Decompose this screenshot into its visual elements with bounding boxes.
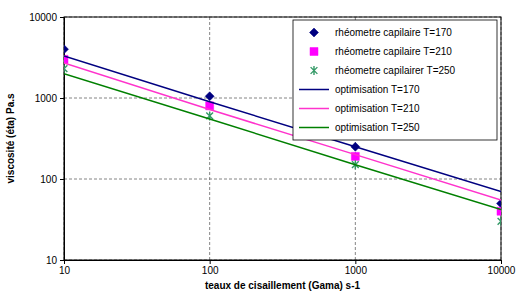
plot-background [64, 17, 501, 260]
legend-label: rhéometre capilaire T=210 [335, 46, 452, 57]
legend-swatch [299, 108, 329, 110]
y-axis: 10 100 1000 10000 [29, 12, 64, 266]
tick-label: 10000 [488, 265, 516, 276]
y-axis-title: viscosité (éta) Pa.s [5, 93, 16, 183]
tick: 10 [59, 260, 71, 276]
legend-swatch [311, 66, 318, 75]
tick-label: 10 [46, 255, 58, 266]
tick-label: 100 [202, 265, 219, 276]
tick: 1000 [345, 260, 368, 276]
series-marker [205, 92, 214, 101]
tick: 10000 [29, 12, 64, 23]
legend-swatch [310, 48, 318, 56]
tick-mark [60, 260, 64, 261]
x-axis-title: teaux de cisaillement (Gama) s-1 [205, 280, 361, 291]
axis-line [65, 261, 502, 265]
tick-mark [210, 260, 211, 264]
legend-label: optimisation T=210 [335, 103, 420, 114]
tick-mark [355, 260, 356, 264]
grid [64, 17, 501, 260]
tick-mark [501, 260, 502, 264]
x-axis: 10 100 1000 10000 [59, 260, 516, 276]
legend-swatch [310, 28, 319, 37]
tick-label: 100 [40, 174, 57, 185]
chart: 10 100 1000 10000 10 100 1000 10000 teaux de cis… [0, 0, 519, 295]
tick-mark [60, 98, 64, 99]
plot-frame [64, 17, 501, 260]
tick-label: 10 [59, 265, 71, 276]
legend-swatch [299, 89, 329, 91]
plot: 10 100 1000 10000 10 100 1000 10000 [29, 12, 516, 276]
series-marker [64, 45, 69, 54]
tick-mark [60, 17, 64, 18]
legend-label: optimisation T=250 [335, 122, 420, 133]
series-marker [498, 217, 501, 226]
tick-mark [60, 179, 64, 180]
tick-label: 1000 [35, 93, 58, 104]
legend: rhéometre capilaire T=170 rhéometre capil… [293, 20, 497, 140]
tick: 1000 [35, 93, 64, 104]
legend-label: rhéometre capilaire T=170 [335, 27, 452, 38]
tick-label: 1000 [345, 265, 368, 276]
tick-label: 10000 [29, 12, 57, 23]
tick: 100 [202, 260, 219, 276]
series-marker [64, 64, 67, 73]
legend-label: optimisation T=170 [335, 84, 420, 95]
legend-box [293, 20, 497, 140]
tick: 10000 [488, 260, 516, 276]
tick: 100 [40, 174, 64, 185]
tick: 10 [46, 255, 64, 266]
legend-swatch [299, 127, 329, 129]
legend-label: rhéometre capilairer T=250 [335, 65, 456, 76]
grid-line-x [209, 17, 210, 260]
